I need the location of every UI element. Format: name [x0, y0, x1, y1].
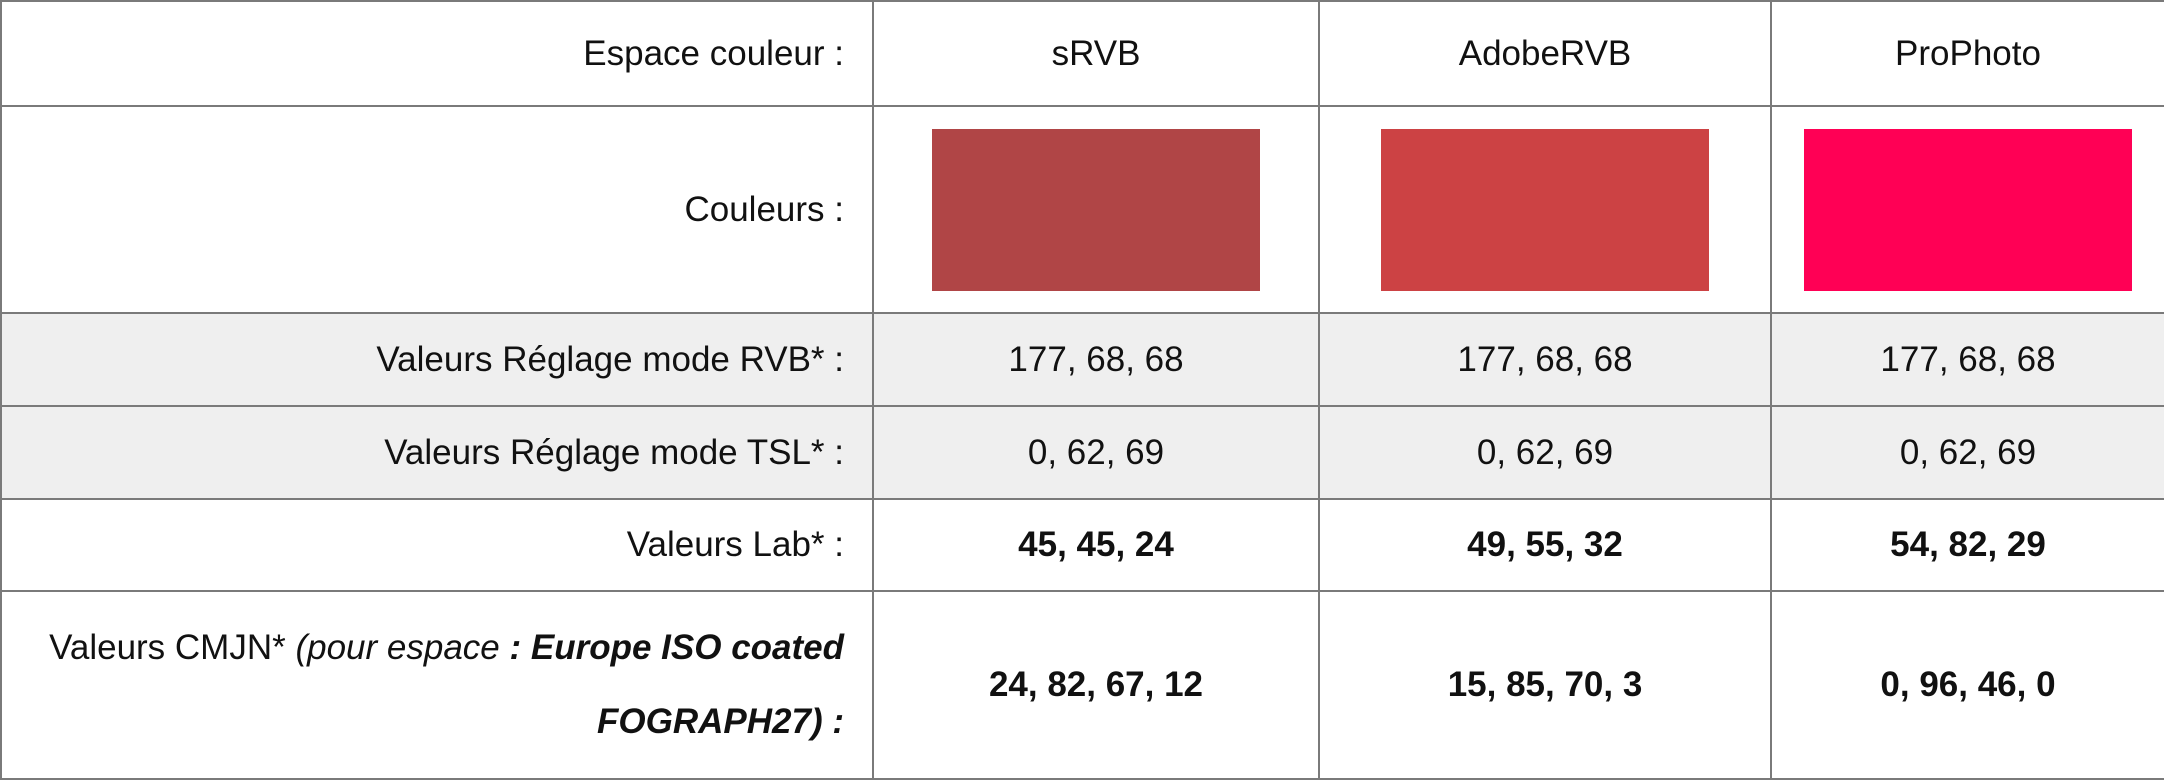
- cell: 177, 68, 68: [1318, 312, 1772, 407]
- label-part: Valeurs CMJN*: [49, 628, 296, 667]
- header-cell: ProPhoto: [1770, 0, 2164, 107]
- cell: 24, 82, 67, 12: [872, 590, 1320, 780]
- label-part: (pour espace: [295, 628, 510, 667]
- cell: 49, 55, 32: [1318, 498, 1772, 592]
- cell: 0, 62, 69: [872, 405, 1320, 500]
- color-swatch: [932, 128, 1260, 291]
- color-swatch: [1804, 128, 2132, 291]
- cell: 0, 96, 46, 0: [1770, 590, 2164, 780]
- cell: 0, 62, 69: [1770, 405, 2164, 500]
- cell: [1770, 105, 2164, 314]
- row-label: Valeurs CMJN* (pour espace : Europe ISO …: [0, 590, 874, 780]
- data-row: Valeurs CMJN* (pour espace : Europe ISO …: [0, 590, 2164, 780]
- cell: 177, 68, 68: [1770, 312, 2164, 407]
- color-swatch: [1381, 128, 1709, 291]
- swatch-row: Couleurs :: [0, 105, 2164, 314]
- label-part: : Europe ISO coated FOGRAPH27) :: [509, 628, 845, 741]
- header-cell: Espace couleur :: [0, 0, 874, 107]
- cell: [872, 105, 1320, 314]
- row-label: Valeurs Réglage mode TSL* :: [0, 405, 874, 500]
- row-label: Valeurs Réglage mode RVB* :: [0, 312, 874, 407]
- cell: [1318, 105, 1772, 314]
- cell: 177, 68, 68: [872, 312, 1320, 407]
- data-row: Valeurs Lab* : 45, 45, 24 49, 55, 32 54,…: [0, 498, 2164, 592]
- data-row: Valeurs Réglage mode TSL* : 0, 62, 69 0,…: [0, 405, 2164, 500]
- cell: 0, 62, 69: [1318, 405, 1772, 500]
- cell: 54, 82, 29: [1770, 498, 2164, 592]
- cell: 15, 85, 70, 3: [1318, 590, 1772, 780]
- header-cell: sRVB: [872, 0, 1320, 107]
- cell: 45, 45, 24: [872, 498, 1320, 592]
- row-label: Couleurs :: [0, 105, 874, 314]
- row-label: Valeurs Lab* :: [0, 498, 874, 592]
- header-cell: AdobeRVB: [1318, 0, 1772, 107]
- header-row: Espace couleur : sRVB AdobeRVB ProPhoto: [0, 0, 2164, 107]
- data-row: Valeurs Réglage mode RVB* : 177, 68, 68 …: [0, 312, 2164, 407]
